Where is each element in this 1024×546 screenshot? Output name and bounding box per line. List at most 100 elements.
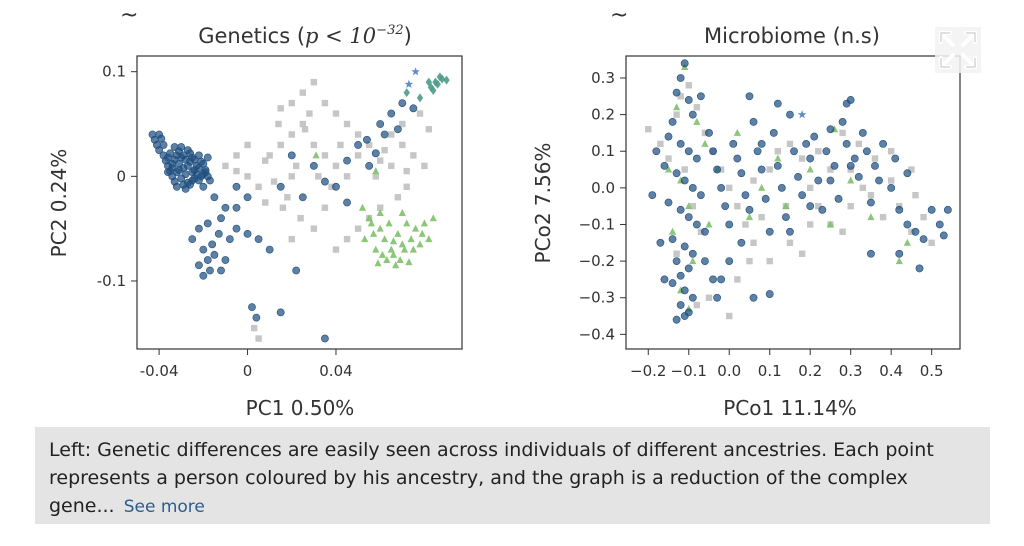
data-point-blue [737,238,746,247]
data-point-blue [680,59,689,68]
data-point-gray [266,152,273,159]
x-axis-label: PCo1 11.14% [723,396,857,420]
axis-ticks: -0.04 0 0.04 0.1 0 -0.1 [97,63,353,380]
data-point-gray [315,173,322,180]
data-point-green [668,227,677,235]
data-point-teal [430,86,437,96]
data-point-gray [321,152,329,159]
data-point-blue [380,130,389,139]
chart-title: Genetics (p < 10−32) [198,23,412,48]
data-point-green [378,250,387,258]
data-point-gray [815,148,822,155]
y-tick-label: −0.1 [579,215,615,233]
data-point-green [385,219,393,227]
data-point-gray [233,167,240,175]
data-point-gray [766,166,773,173]
data-point-gray [301,126,309,133]
data-point-green [895,257,903,265]
data-point-gray [839,228,846,235]
data-point-blue [276,182,285,191]
data-point-blue [195,261,203,270]
data-point-gray [697,228,705,235]
data-point-blue [741,191,750,200]
data-point-blue [287,151,296,160]
data-point-gray [233,152,240,159]
data-point-blue [782,213,790,222]
data-point-blue [321,177,329,186]
data-point-blue [701,257,709,265]
data-point-blue [188,235,197,244]
data-point-blue [721,202,730,211]
caption-text: Left: Genetic differences are easily see… [49,439,934,517]
data-point-gray [859,184,867,192]
plot-frame [625,55,961,350]
data-point-gray [807,184,814,192]
x-tick-label: 0.04 [319,362,352,380]
data-point-blue [684,96,693,104]
data-point-blue [680,176,689,185]
data-point-gray [912,191,919,199]
data-point-gray [746,257,753,265]
data-point-blue [292,266,301,275]
data-point-teal [438,74,446,84]
see-more-link[interactable]: See more [123,497,205,517]
data-point-blue [867,249,875,258]
expand-icon[interactable] [935,27,981,73]
data-point-gray [887,148,895,155]
data-point-gray [403,183,410,191]
data-point-blue [729,139,738,148]
data-point-green [403,219,411,227]
data-point-blue [208,240,217,249]
data-point-blue [692,220,701,229]
data-point-blue [660,275,669,284]
data-point-blue [688,183,697,192]
data-point-blue [206,176,214,185]
data-point-gray [673,111,680,118]
data-point-green [376,208,384,216]
data-point-green [806,165,814,173]
data-point-gray [372,173,379,180]
data-point-gray [766,257,773,265]
data-point-blue [221,256,230,264]
y-tick-label: 0.3 [591,69,615,87]
data-point-green [372,245,380,253]
data-point-blue [354,141,362,149]
data-point-gray [279,204,287,211]
caption-box: Left: Genetic differences are easily see… [35,427,990,524]
data-point-blue [818,205,827,214]
data-point-green [372,167,380,175]
data-point-blue [713,165,721,174]
data-point-green [407,235,415,243]
data-point-blue [676,301,685,309]
data-point-blue [846,161,855,170]
data-point-blue [786,110,794,119]
data-point-green [365,214,373,222]
data-point-blue [935,220,944,229]
data-point-gray [693,301,701,309]
data-point-blue [214,229,223,238]
data-point-gray [807,221,814,228]
x-tick-label: -0.04 [140,362,179,380]
data-point-blue [688,110,697,119]
data-point-blue [773,99,782,108]
data-point-green [361,235,369,243]
chart-corner-mark: ~ [120,3,138,28]
data-point-blue [648,191,657,200]
data-point-gray [421,162,428,170]
data-point-gray [310,225,318,232]
data-point-blue [668,279,677,287]
chart-title-text: Genetics ( [198,24,305,48]
x-tick-label: 0.5 [920,362,944,380]
data-point-green [701,139,709,147]
data-point-blue [773,161,782,170]
data-point-blue [684,264,693,273]
data-point-teal [416,93,424,103]
data-point-gray [774,148,782,155]
data-point-blue [798,191,807,200]
data-point-gray [343,235,351,243]
y-tick-label: 0.1 [102,63,126,81]
data-point-blue-star [404,79,414,88]
plot-frame [136,55,463,350]
data-point-blue [363,135,371,144]
data-point-blue [826,176,835,185]
